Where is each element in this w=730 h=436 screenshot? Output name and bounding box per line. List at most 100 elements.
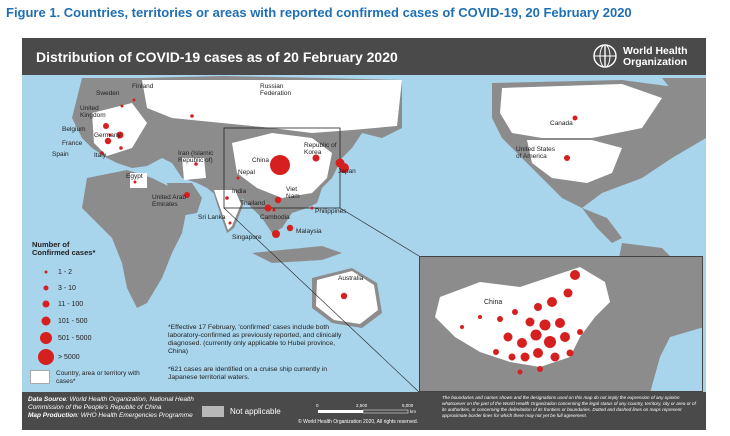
legend-white-swatch [30,370,50,384]
scale-bar-svg [318,409,409,414]
marker-nepal [236,176,240,180]
marker-usa [564,155,570,161]
marker-cruise [339,163,349,173]
legend-class-1: 1 - 2 [58,268,73,276]
marker-srilanka [228,221,232,225]
marker-singapore [272,230,280,238]
scale-tick-2: 5,000 [402,403,414,408]
data-source-label: Data Source [28,396,66,403]
marker-russia [190,114,194,118]
marker-korea [312,154,320,162]
legend-symbol-6 [34,349,58,365]
who-name-line2: Organization [623,55,688,68]
label-canada: Canada [550,120,573,127]
note-cruise: *621 cases are identified on a cruise sh… [168,366,328,381]
label-spain: Spain [52,151,69,158]
inset-leader-line-1 [339,207,420,257]
canada-affected [500,84,662,138]
marker-france [104,137,112,145]
label-nepal: Nepal [238,169,255,176]
legend-row-1: 1 - 2 [34,265,72,279]
covid-map: Distribution of COVID-19 cases as of 20 … [22,38,706,430]
figure-title: Figure 1. Countries, territories or area… [6,5,632,20]
africa-landmass [82,170,187,308]
label-germany: Germany [94,132,121,139]
map-production-text: WHO Health Emergencies Programme [80,412,193,419]
legend-white-label: Country, area or territory with cases* [56,370,140,385]
legend-symbol-4 [34,314,58,328]
legend-symbol-3 [34,297,58,311]
not-applicable-swatch [202,406,224,417]
label-iran: Iran (Islamic Republic of) [178,150,214,164]
legend-class-6: > 5000 [58,353,80,361]
arabia-landmass [167,183,202,216]
inset-markers [460,270,583,375]
note-effective: *Effective 17 February, 'confirmed' case… [168,324,342,355]
map-title-bar: Distribution of COVID-19 cases as of 20 … [22,38,706,75]
legend-symbol-2 [34,281,58,295]
china-inset-map: China [419,256,703,392]
australia-affected [316,271,378,324]
label-singapore: Singapore [232,234,262,241]
label-china: China [252,157,269,164]
map-production-label: Map Production [28,412,78,419]
marker-philippines [310,206,314,210]
data-source: Data Source: World Health Organization, … [28,396,194,419]
label-finland: Finland [132,83,154,90]
iran-affected [182,158,206,180]
russia-affected [142,80,402,133]
label-japan: Japan [338,168,356,175]
label-korea: Republic of Korea [304,142,337,156]
marker-vietnam [274,196,282,204]
map-footer: Data Source: World Health Organization, … [22,392,706,430]
label-cambodia: Cambodia [260,214,290,221]
who-emblem-icon [593,44,617,68]
scale-tick-1: 2,500 [356,403,368,408]
marker-china [270,155,290,175]
marker-belgium [108,133,112,137]
central-america-landmass [582,208,622,243]
data-source-text: World Health Organization, National Heal… [28,396,194,411]
marker-uk [103,123,109,129]
marker-germany [116,131,124,139]
marker-cambodia [272,208,276,212]
usa-affected [527,140,622,183]
greenland-landmass [662,78,706,108]
who-name: World Health Organization [623,46,688,67]
label-srilanka: Sri Lanka [198,214,226,221]
inset-leader-line-2 [223,207,420,393]
label-thailand: Thailand [240,200,265,207]
legend-row-5: 501 - 5000 [34,331,91,345]
label-philippines: Philippines [315,208,347,215]
marker-thailand [264,204,272,212]
legend-symbol-5 [34,331,58,345]
legend-title: Number of Confirmed cases* [32,240,96,257]
marker-canada [572,115,578,121]
label-egypt: Egypt [126,173,143,180]
scale-bar: 0 2,500 5,000 km [312,398,432,426]
scale-tick-0: 0 [316,403,319,408]
legend-row-4: 101 - 500 [34,314,88,328]
label-italy: Italy [94,152,106,159]
legend-class-5: 501 - 5000 [58,334,92,342]
legend-class-3: 11 - 100 [58,300,84,308]
legend-row-6: > 5000 [34,349,80,365]
marker-malaysia [286,224,294,232]
india-affected [214,190,241,230]
egypt-affected [130,173,147,188]
marker-italy [119,146,123,150]
legend-row-3: 11 - 100 [34,297,83,311]
disclaimer: The boundaries and names shown and the d… [442,395,696,418]
label-uae: United Arab Emirates [152,194,186,208]
label-france: France [62,140,83,147]
label-india: India [232,188,247,195]
label-uk: United Kingdom [80,105,106,119]
label-malaysia: Malaysia [296,228,322,235]
label-australia: Australia [338,275,364,282]
who-name-line1: World Health [623,45,688,57]
who-logo: World Health Organization [590,43,702,70]
legend-row-2: 3 - 10 [34,281,76,295]
map-title: Distribution of COVID-19 cases as of 20 … [36,49,398,65]
label-russia: Russian Federation [260,83,292,97]
legend-class-2: 3 - 10 [58,284,76,292]
